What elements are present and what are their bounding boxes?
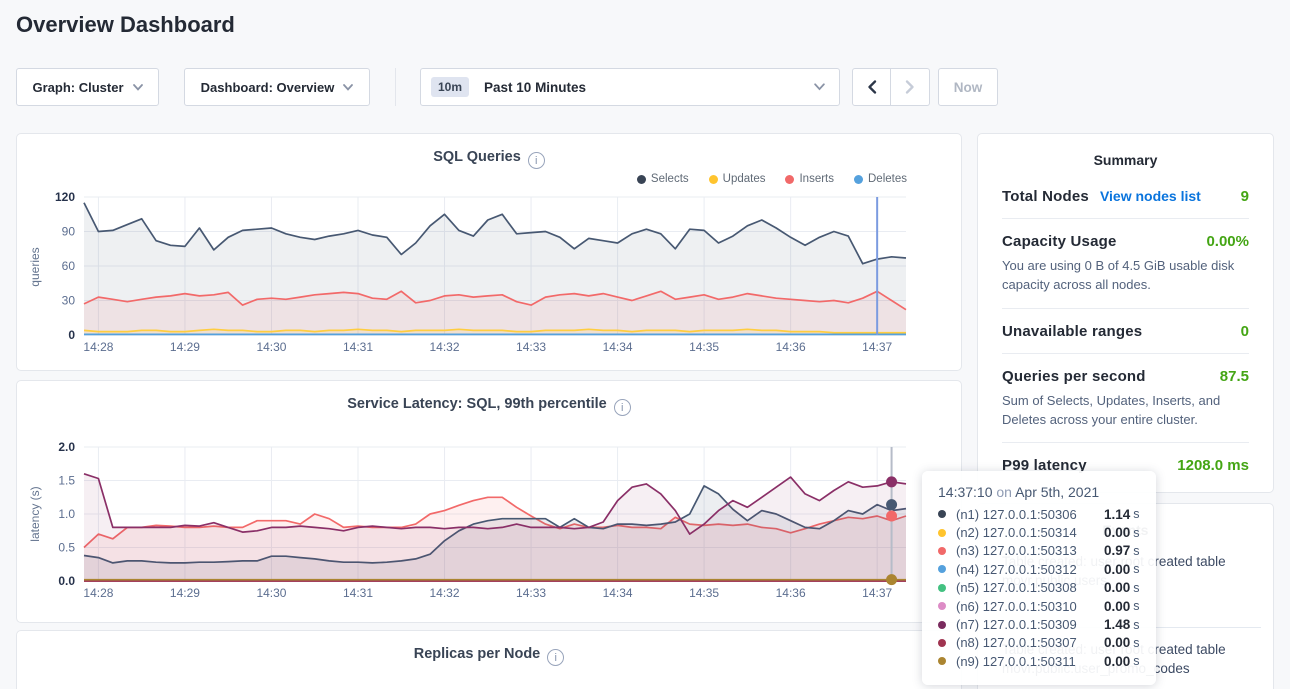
graph-dropdown[interactable]: Graph: Cluster: [16, 68, 159, 106]
svg-text:14:35: 14:35: [689, 586, 719, 600]
summary-value: 0.00%: [1206, 233, 1249, 250]
tooltip-row: (n5) 127.0.0.1:503080.00s: [938, 579, 1140, 597]
tooltip-row: (n1) 127.0.0.1:503061.14s: [938, 505, 1140, 523]
svg-text:0.0: 0.0: [58, 574, 75, 588]
summary-value: 9: [1241, 188, 1249, 205]
summary-row-capacity: Capacity Usage 0.00% You are using 0 B o…: [1002, 219, 1249, 309]
tooltip-row: (n9) 127.0.0.1:503110.00s: [938, 652, 1140, 670]
latency-chart[interactable]: 14:28 14:29 14:30 14:31 14:32 14:33 14:34 14:35…: [17, 381, 963, 624]
sql-queries-panel: SQL Queriesi Selects Updates Inserts Del…: [16, 133, 962, 371]
svg-text:1.0: 1.0: [58, 507, 75, 521]
series-dot: [938, 639, 946, 647]
tooltip-timestamp: 14:37:10 on Apr 5th, 2021: [938, 484, 1140, 500]
series-dot: [938, 602, 946, 610]
sql-queries-chart[interactable]: 14:28 14:29 14:30 14:31 14:32 14:33 14:34 14:35…: [17, 134, 963, 372]
graph-dropdown-label: Graph: Cluster: [32, 80, 123, 95]
svg-text:14:28: 14:28: [83, 340, 113, 354]
svg-text:14:28: 14:28: [83, 586, 113, 600]
replicas-panel: Replicas per Nodei: [16, 630, 962, 689]
summary-row-total-nodes: Total Nodes View nodes list 9: [1002, 174, 1249, 219]
svg-text:14:30: 14:30: [256, 340, 286, 354]
svg-text:90: 90: [62, 225, 76, 239]
chart-hover-tooltip: 14:37:10 on Apr 5th, 2021 (n1) 127.0.0.1…: [922, 471, 1156, 685]
tooltip-row: (n6) 127.0.0.1:503100.00s: [938, 597, 1140, 615]
dashboard-dropdown-label: Dashboard: Overview: [201, 80, 335, 95]
summary-label: Queries per second: [1002, 368, 1146, 385]
svg-text:0: 0: [68, 328, 75, 342]
tooltip-row: (n7) 127.0.0.1:503091.48s: [938, 615, 1140, 633]
svg-text:14:32: 14:32: [430, 340, 460, 354]
svg-text:14:36: 14:36: [776, 340, 806, 354]
time-prev-button[interactable]: [852, 68, 891, 106]
summary-value: 0: [1241, 323, 1249, 340]
svg-text:14:32: 14:32: [430, 586, 460, 600]
svg-text:14:30: 14:30: [256, 586, 286, 600]
series-dot: [938, 510, 946, 518]
svg-text:14:35: 14:35: [689, 340, 719, 354]
chevron-down-icon: [343, 84, 353, 91]
svg-text:2.0: 2.0: [58, 440, 75, 454]
page-title: Overview Dashboard: [16, 12, 235, 38]
tooltip-row: (n2) 127.0.0.1:503140.00s: [938, 523, 1140, 541]
svg-text:30: 30: [62, 294, 76, 308]
summary-desc: Sum of Selects, Updates, Inserts, and De…: [1002, 392, 1249, 430]
chevron-left-icon: [867, 80, 877, 94]
svg-text:14:36: 14:36: [776, 586, 806, 600]
svg-text:14:34: 14:34: [603, 340, 633, 354]
summary-label: Total Nodes: [1002, 188, 1089, 205]
now-button[interactable]: Now: [938, 68, 998, 106]
time-range-picker[interactable]: 10m Past 10 Minutes: [420, 68, 840, 106]
summary-label: Unavailable ranges: [1002, 323, 1142, 340]
overview-dashboard-page: Overview Dashboard Graph: Cluster Dashbo…: [0, 0, 1290, 689]
svg-text:14:29: 14:29: [170, 340, 200, 354]
controls-bar: Graph: Cluster Dashboard: Overview 10m P…: [0, 68, 1290, 106]
summary-row-qps: Queries per second 87.5 Sum of Selects, …: [1002, 354, 1249, 444]
series-dot: [938, 584, 946, 592]
svg-text:14:29: 14:29: [170, 586, 200, 600]
tooltip-row: (n3) 127.0.0.1:503130.97s: [938, 542, 1140, 560]
series-dot: [938, 547, 946, 555]
replicas-title: Replicas per Nodei: [17, 646, 961, 666]
svg-text:14:33: 14:33: [516, 586, 546, 600]
summary-value: 87.5: [1220, 368, 1249, 385]
time-range-badge: 10m: [431, 77, 469, 97]
chevron-down-icon: [133, 84, 143, 91]
view-nodes-list-link[interactable]: View nodes list: [1100, 188, 1201, 204]
svg-text:14:37: 14:37: [862, 586, 892, 600]
time-range-label: Past 10 Minutes: [484, 80, 586, 95]
time-next-button[interactable]: [891, 68, 930, 106]
info-icon[interactable]: i: [547, 649, 564, 666]
svg-text:14:31: 14:31: [343, 586, 373, 600]
latency-panel: Service Latency: SQL, 99th percentilei l…: [16, 380, 962, 623]
svg-text:14:33: 14:33: [516, 340, 546, 354]
tooltip-row: (n4) 127.0.0.1:503120.00s: [938, 560, 1140, 578]
svg-text:14:31: 14:31: [343, 340, 373, 354]
summary-label: Capacity Usage: [1002, 233, 1117, 250]
series-dot: [938, 621, 946, 629]
tooltip-row: (n8) 127.0.0.1:503070.00s: [938, 634, 1140, 652]
summary-value: 1208.0 ms: [1177, 457, 1249, 474]
summary-title: Summary: [978, 152, 1273, 168]
chevron-right-icon: [905, 80, 915, 94]
svg-text:14:34: 14:34: [603, 586, 633, 600]
svg-text:1.5: 1.5: [58, 474, 75, 488]
dashboard-dropdown[interactable]: Dashboard: Overview: [184, 68, 370, 106]
summary-row-unavailable: Unavailable ranges 0: [1002, 309, 1249, 354]
time-step-buttons: [852, 68, 930, 106]
chevron-down-icon: [814, 83, 825, 91]
series-dot: [938, 565, 946, 573]
summary-desc: You are using 0 B of 4.5 GiB usable disk…: [1002, 257, 1249, 295]
series-dot: [938, 529, 946, 537]
summary-panel: Summary Total Nodes View nodes list 9 Ca…: [977, 133, 1274, 493]
series-dot: [938, 657, 946, 665]
svg-text:14:37: 14:37: [862, 340, 892, 354]
svg-text:0.5: 0.5: [58, 541, 75, 555]
controls-divider: [395, 68, 396, 106]
svg-text:120: 120: [55, 190, 75, 204]
svg-text:60: 60: [62, 259, 76, 273]
